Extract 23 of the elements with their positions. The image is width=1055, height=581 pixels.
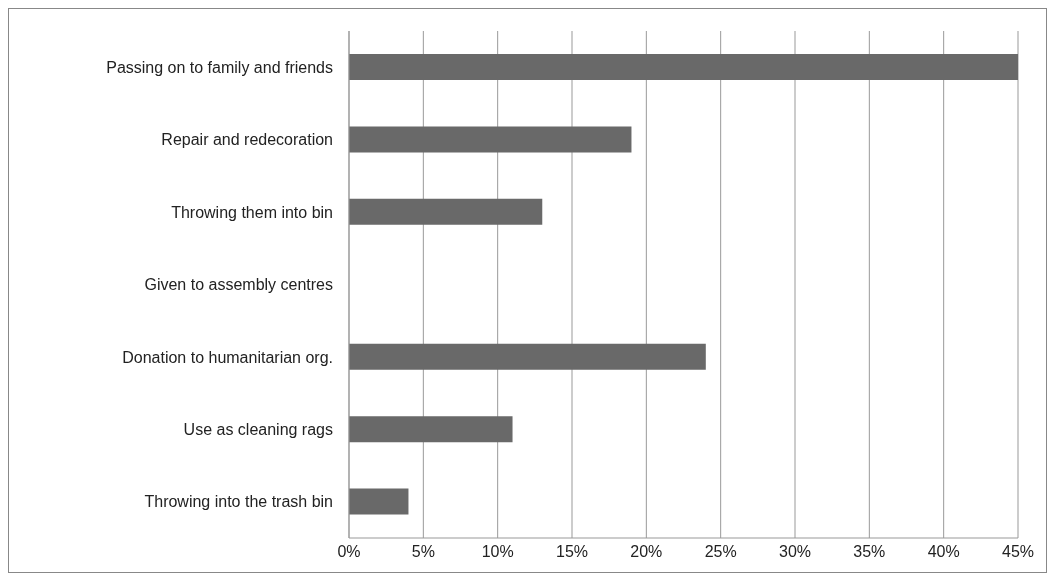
bar (349, 54, 1018, 80)
y-tick-label: Use as cleaning rags (183, 421, 333, 439)
x-tick-label: 15% (555, 543, 589, 561)
x-tick-label: 30% (778, 543, 812, 561)
x-tick-label: 25% (704, 543, 737, 561)
bar (349, 126, 632, 153)
y-tick-label: Passing on to family and friends (106, 58, 333, 76)
x-tick-label: 35% (853, 543, 886, 561)
bar (349, 343, 706, 370)
y-tick-label: Donation to humanitarian org. (122, 348, 333, 366)
bar (349, 416, 513, 443)
x-tick-label: 0% (337, 543, 361, 561)
bar (349, 488, 409, 515)
y-tick-label: Repair and redecoration (161, 131, 333, 149)
bar (349, 198, 543, 225)
y-tick-label: Throwing into the trash bin (144, 493, 333, 511)
x-tick-label: 40% (927, 543, 960, 561)
x-tick-label: 5% (411, 543, 435, 561)
x-tick-label: 20% (630, 543, 663, 561)
x-tick-label: 10% (481, 543, 514, 561)
y-tick-label: Given to assembly centres (144, 276, 333, 294)
x-tick-label: 45% (1001, 543, 1035, 561)
y-tick-label: Throwing them into bin (171, 203, 333, 221)
